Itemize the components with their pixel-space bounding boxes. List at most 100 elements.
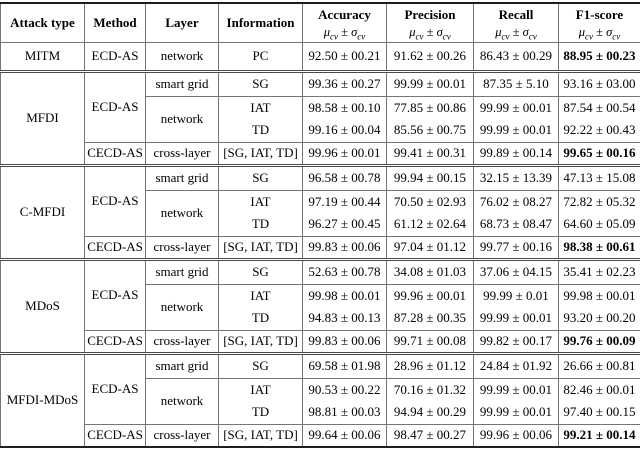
f1-score-cell: 99.76 ± 00.09 xyxy=(558,329,640,353)
layer-cell: smart grid xyxy=(145,351,219,378)
layer-cell: network xyxy=(145,95,219,142)
table-row: CECD-AS cross-layer [SG, IAT, TD] 99.64 ± 0… xyxy=(1,423,640,447)
method-cell: ECD-AS xyxy=(84,257,146,330)
plus-minus-symbol: ± xyxy=(512,25,520,39)
method-cell: CECD-AS xyxy=(84,235,146,259)
layer-cell: smart grid xyxy=(145,257,219,284)
information-cell: [SG, IAT, TD] xyxy=(218,235,303,259)
precision-cell: 99.96 ± 00.01 xyxy=(386,283,474,307)
col-header-method: Method xyxy=(84,3,146,43)
mu-symbol: μ xyxy=(323,25,330,39)
accuracy-cell: 96.27 ± 00.45 xyxy=(302,213,387,236)
accuracy-cell: 96.58 ± 00.78 xyxy=(302,163,387,190)
accuracy-cell: 99.36 ± 00.27 xyxy=(302,69,387,96)
recall-cell: 86.43 ± 00.29 xyxy=(473,42,559,71)
accuracy-cell: 98.81 ± 00.03 xyxy=(302,401,387,424)
layer-cell: network xyxy=(145,42,219,71)
f1-score-cell: 72.82 ± 05.32 xyxy=(558,189,640,213)
table-row: MITM ECD-AS network PC 92.50 ± 00.21 91.62 ± … xyxy=(0,42,640,71)
f1-score-cell: 99.98 ± 00.01 xyxy=(558,283,640,307)
f1-score-cell: 47.13 ± 15.08 xyxy=(558,163,640,190)
information-cell: SG xyxy=(218,351,303,378)
precision-cell: 70.50 ± 02.93 xyxy=(386,189,474,213)
f1-score-cell: 99.21 ± 00.14 xyxy=(558,423,640,447)
table-row: network IAT 90.53 ± 00.22 70.16 ± 01.32 99.9… xyxy=(1,377,640,424)
recall-cell: 37.06 ± 04.15 xyxy=(473,257,559,284)
sigma-symbol: σ xyxy=(522,25,529,39)
accuracy-cell: 99.83 ± 00.06 xyxy=(302,235,387,259)
layer-cell: cross-layer xyxy=(145,141,219,165)
mu-symbol: μ xyxy=(578,25,585,39)
information-cell: SG xyxy=(218,163,303,190)
cv-subscript: cv xyxy=(501,31,510,42)
precision-cell: 85.56 ± 00.75 xyxy=(386,119,474,142)
recall-cell: 24.84 ± 01.92 xyxy=(473,351,559,378)
f1-score-cell: 92.22 ± 00.43 xyxy=(558,119,640,142)
attack-type-cell: MFDI-MDoS xyxy=(0,351,85,447)
information-cell: IAT xyxy=(218,283,303,307)
accuracy-cell: 99.83 ± 00.06 xyxy=(302,329,387,353)
table-row: TD 96.27 ± 00.45 61.12 ± 02.64 68.73 ± 08.4… xyxy=(1,213,640,236)
cv-subscript: cv xyxy=(329,31,338,42)
recall-cell: 99.82 ± 00.17 xyxy=(473,329,559,353)
f1-score-cell: 82.46 ± 00.01 xyxy=(558,377,640,401)
metric-subheader-accuracy: μcv ± σcv xyxy=(302,25,387,43)
accuracy-cell: 94.83 ± 00.13 xyxy=(302,307,387,330)
table-row: C-MFDI ECD-AS smart grid SG 96.58 ± 00.78 99.… xyxy=(0,163,640,259)
accuracy-cell: 98.58 ± 00.10 xyxy=(302,95,387,119)
plus-minus-symbol: ± xyxy=(596,25,603,39)
accuracy-cell: 90.53 ± 00.22 xyxy=(302,377,387,401)
col-header-accuracy: Accuracy xyxy=(302,3,387,25)
recall-cell: 76.02 ± 08.27 xyxy=(473,189,559,213)
information-cell: [SG, IAT, TD] xyxy=(218,141,303,165)
precision-cell: 98.47 ± 00.27 xyxy=(386,423,474,447)
information-cell: [SG, IAT, TD] xyxy=(218,423,303,447)
cv-subscript: cv xyxy=(612,31,621,42)
header-row: Attack type Method Layer Information Acc… xyxy=(0,3,640,43)
col-header-layer: Layer xyxy=(145,3,219,43)
layer-cell: cross-layer xyxy=(145,329,219,353)
table-header: Attack type Method Layer Information Acc… xyxy=(0,3,640,43)
accuracy-cell: 99.98 ± 00.01 xyxy=(302,283,387,307)
col-header-precision: Precision xyxy=(386,3,474,25)
metric-subheader-precision: μcv ± σcv xyxy=(386,25,474,43)
method-cell: CECD-AS xyxy=(84,423,146,447)
col-header-recall: Recall xyxy=(473,3,559,25)
table-body: MITM ECD-AS network PC 92.50 ± 00.21 91.62 ± … xyxy=(0,42,640,447)
precision-cell: 28.96 ± 01.12 xyxy=(386,351,474,378)
method-cell: ECD-AS xyxy=(84,69,146,142)
table-row: network IAT 97.19 ± 00.44 70.50 ± 02.93 76.0… xyxy=(1,189,640,236)
precision-cell: 99.71 ± 00.08 xyxy=(386,329,474,353)
accuracy-cell: 99.16 ± 00.04 xyxy=(302,119,387,142)
table-row: network IAT 98.58 ± 00.10 77.85 ± 00.86 99.9… xyxy=(1,95,640,142)
col-header-information: Information xyxy=(218,3,303,43)
precision-cell: 99.99 ± 00.01 xyxy=(386,69,474,96)
method-cell: ECD-AS xyxy=(84,163,146,236)
f1-score-cell: 97.40 ± 00.15 xyxy=(558,401,640,424)
f1-score-cell: 35.41 ± 02.23 xyxy=(558,257,640,284)
metric-subheader-f1-score: μcv ± σcv xyxy=(558,25,640,43)
recall-cell: 87.35 ± 5.10 xyxy=(473,69,559,96)
information-cell: PC xyxy=(218,42,303,71)
metric-subheader-recall: μcv ± σcv xyxy=(473,25,559,43)
recall-cell: 99.89 ± 00.14 xyxy=(473,141,559,165)
table-row: CECD-AS cross-layer [SG, IAT, TD] 99.96 ± 0… xyxy=(1,141,640,165)
accuracy-cell: 92.50 ± 00.21 xyxy=(302,42,387,71)
table-row: MFDI-MDoS ECD-AS smart grid SG 69.58 ± 01.98… xyxy=(0,351,640,447)
cv-subscript: cv xyxy=(357,31,366,42)
sigma-symbol: σ xyxy=(606,25,613,39)
sigma-symbol: σ xyxy=(436,25,443,39)
precision-cell: 70.16 ± 01.32 xyxy=(386,377,474,401)
layer-cell: network xyxy=(145,377,219,424)
recall-cell: 99.77 ± 00.16 xyxy=(473,235,559,259)
table-row: CECD-AS cross-layer [SG, IAT, TD] 99.83 ± 0… xyxy=(1,329,640,353)
recall-cell: 99.99 ± 0.01 xyxy=(473,283,559,307)
plus-minus-symbol: ± xyxy=(426,25,434,39)
layer-cell: cross-layer xyxy=(145,235,219,259)
f1-score-cell: 98.38 ± 00.61 xyxy=(558,235,640,259)
layer-cell: smart grid xyxy=(145,163,219,190)
cv-subscript: cv xyxy=(415,31,424,42)
layer-cell: network xyxy=(145,189,219,236)
header-subrow: μcv ± σcv μcv ± σcv μcv ± σcv μcv ± σcv xyxy=(1,25,640,43)
results-table: Attack type Method Layer Information Acc… xyxy=(0,2,640,448)
